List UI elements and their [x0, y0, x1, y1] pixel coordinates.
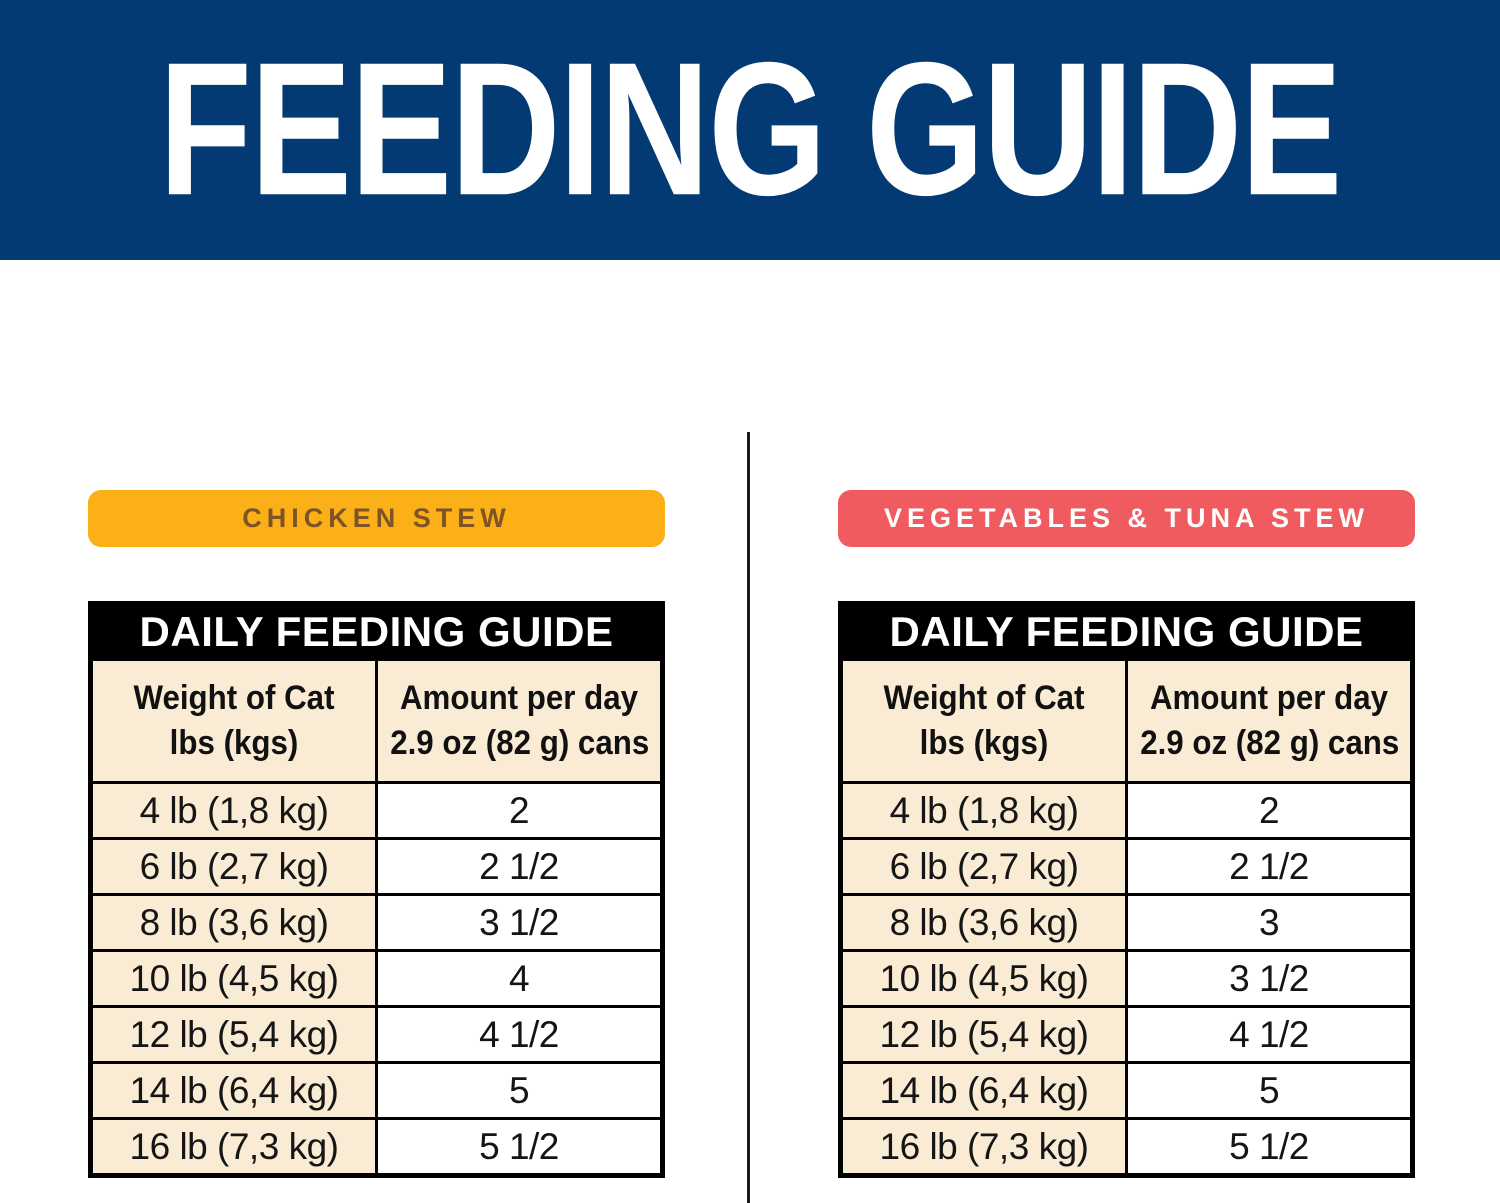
- weight-cell: 14 lb (6,4 kg): [89, 1061, 378, 1120]
- amount-header-line1: Amount per day: [399, 679, 639, 718]
- amount-cell: 2 1/2: [1125, 837, 1414, 896]
- vegetables-tuna-stew-column: VEGETABLES & TUNA STEW DAILY FEEDING GUI…: [838, 490, 1415, 1178]
- weight-cell: 4 lb (1,8 kg): [839, 781, 1128, 840]
- table-row: 4 lb (1,8 kg) 2: [839, 781, 1414, 840]
- weight-header-line1: Weight of Cat: [883, 679, 1085, 718]
- amount-header-line2: 2.9 oz (82 g) cans: [1140, 724, 1400, 762]
- chicken-stew-column: CHICKEN STEW DAILY FEEDING GUIDE Weight …: [88, 490, 665, 1178]
- table-row: 16 lb (7,3 kg) 5 1/2: [839, 1117, 1414, 1177]
- table-row: 14 lb (6,4 kg) 5: [839, 1061, 1414, 1120]
- table-row: 8 lb (3,6 kg) 3: [839, 893, 1414, 952]
- weight-cell: 8 lb (3,6 kg): [89, 893, 378, 952]
- table-row: 4 lb (1,8 kg) 2: [89, 781, 664, 840]
- weight-header-line1: Weight of Cat: [133, 679, 335, 718]
- table-row: 16 lb (7,3 kg) 5 1/2: [89, 1117, 664, 1177]
- table-row: 8 lb (3,6 kg) 3 1/2: [89, 893, 664, 952]
- amount-cell: 4 1/2: [1125, 1005, 1414, 1064]
- amount-cell: 2: [375, 781, 664, 840]
- amount-cell: 5 1/2: [1125, 1117, 1414, 1177]
- column-divider: [747, 432, 750, 1203]
- amount-cell: 2 1/2: [375, 837, 664, 896]
- table-row: 6 lb (2,7 kg) 2 1/2: [839, 837, 1414, 896]
- weight-column-header: Weight of Cat lbs (kgs): [839, 658, 1128, 784]
- weight-cell: 4 lb (1,8 kg): [89, 781, 378, 840]
- chicken-stew-badge: CHICKEN STEW: [88, 490, 665, 547]
- weight-cell: 12 lb (5,4 kg): [839, 1005, 1128, 1064]
- table-row: 12 lb (5,4 kg) 4 1/2: [839, 1005, 1414, 1064]
- page-title: FEEDING GUIDE: [158, 23, 1343, 236]
- table-title: DAILY FEEDING GUIDE: [840, 603, 1413, 660]
- amount-column-header: Amount per day 2.9 oz (82 g) cans: [1125, 658, 1414, 784]
- vegetables-tuna-stew-badge: VEGETABLES & TUNA STEW: [838, 490, 1415, 547]
- table-row: 6 lb (2,7 kg) 2 1/2: [89, 837, 664, 896]
- table-row: 12 lb (5,4 kg) 4 1/2: [89, 1005, 664, 1064]
- amount-cell: 2: [1125, 781, 1414, 840]
- weight-cell: 10 lb (4,5 kg): [89, 949, 378, 1008]
- amount-cell: 5: [1125, 1061, 1414, 1120]
- amount-cell: 3 1/2: [375, 893, 664, 952]
- daily-feeding-guide-table-tuna: DAILY FEEDING GUIDE Weight of Cat lbs (k…: [838, 601, 1415, 1178]
- weight-cell: 16 lb (7,3 kg): [89, 1117, 378, 1177]
- weight-header-line2: lbs (kgs): [169, 724, 299, 762]
- weight-cell: 12 lb (5,4 kg): [89, 1005, 378, 1064]
- amount-cell: 3 1/2: [1125, 949, 1414, 1008]
- amount-header-line1: Amount per day: [1149, 679, 1389, 718]
- table-row: 10 lb (4,5 kg) 3 1/2: [839, 949, 1414, 1008]
- feeding-guide-banner: FEEDING GUIDE: [0, 0, 1500, 260]
- amount-header-line2: 2.9 oz (82 g) cans: [390, 724, 650, 762]
- table-title: DAILY FEEDING GUIDE: [90, 603, 663, 660]
- weight-cell: 16 lb (7,3 kg): [839, 1117, 1128, 1177]
- amount-cell: 5: [375, 1061, 664, 1120]
- amount-cell: 5 1/2: [375, 1117, 664, 1177]
- table-row: 10 lb (4,5 kg) 4: [89, 949, 664, 1008]
- weight-cell: 14 lb (6,4 kg): [839, 1061, 1128, 1120]
- weight-header-line2: lbs (kgs): [919, 724, 1049, 762]
- weight-cell: 10 lb (4,5 kg): [839, 949, 1128, 1008]
- weight-cell: 6 lb (2,7 kg): [89, 837, 378, 896]
- amount-cell: 4: [375, 949, 664, 1008]
- table-row: 14 lb (6,4 kg) 5: [89, 1061, 664, 1120]
- daily-feeding-guide-table-chicken: DAILY FEEDING GUIDE Weight of Cat lbs (k…: [88, 601, 665, 1178]
- amount-cell: 3: [1125, 893, 1414, 952]
- weight-cell: 6 lb (2,7 kg): [839, 837, 1128, 896]
- weight-cell: 8 lb (3,6 kg): [839, 893, 1128, 952]
- amount-column-header: Amount per day 2.9 oz (82 g) cans: [375, 658, 664, 784]
- amount-cell: 4 1/2: [375, 1005, 664, 1064]
- weight-column-header: Weight of Cat lbs (kgs): [89, 658, 378, 784]
